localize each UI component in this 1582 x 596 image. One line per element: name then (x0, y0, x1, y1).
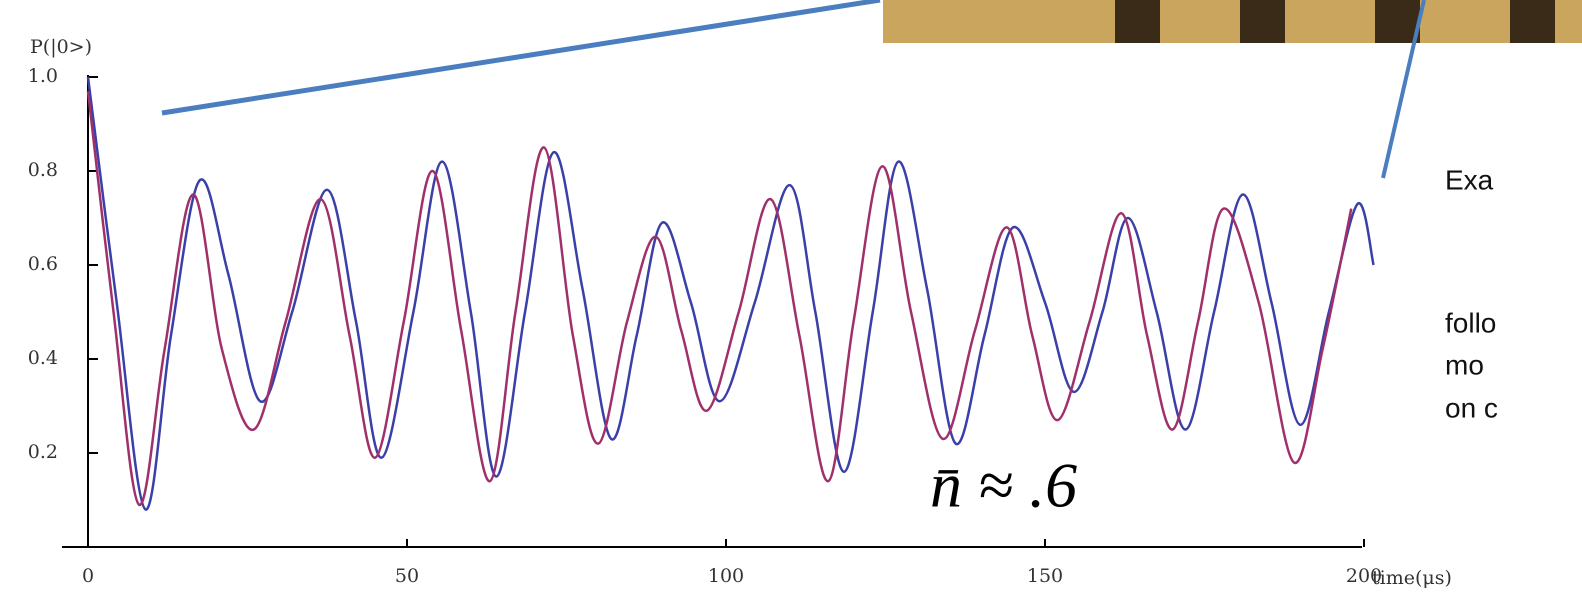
pointer-line (161, 0, 881, 116)
x-tick-label: 50 (395, 565, 419, 587)
y-tick-label: 0.4 (28, 347, 58, 369)
side-text: Exa (1445, 164, 1494, 195)
side-text: mo (1445, 349, 1484, 380)
pointer-line (1381, 0, 1426, 179)
side-text: follo (1445, 307, 1496, 338)
data-line (86, 90, 1353, 506)
annotation: n̄ ≈ .6 (930, 450, 1077, 521)
data-line (86, 76, 1375, 511)
x-tick-label: 200 (1346, 565, 1382, 587)
x-axis-label: time(μs) (1372, 567, 1452, 589)
x-tick-label: 0 (82, 565, 94, 587)
photo (883, 0, 1582, 43)
x-tick-label: 150 (1027, 565, 1063, 587)
y-tick-label: 0.8 (28, 159, 58, 181)
y-tick-label: 0.6 (28, 253, 58, 275)
y-axis-label: P(|0>) (30, 36, 92, 58)
x-tick-label: 100 (708, 565, 744, 587)
y-tick-label: 0.2 (28, 441, 58, 463)
side-text: on c (1445, 392, 1498, 423)
y-tick-label: 1.0 (28, 65, 58, 87)
